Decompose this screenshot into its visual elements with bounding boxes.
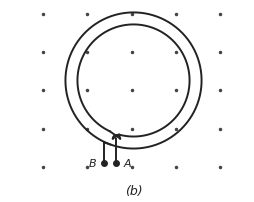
Text: A: A <box>123 158 131 168</box>
Text: B: B <box>88 158 96 168</box>
Text: (b): (b) <box>124 184 142 197</box>
